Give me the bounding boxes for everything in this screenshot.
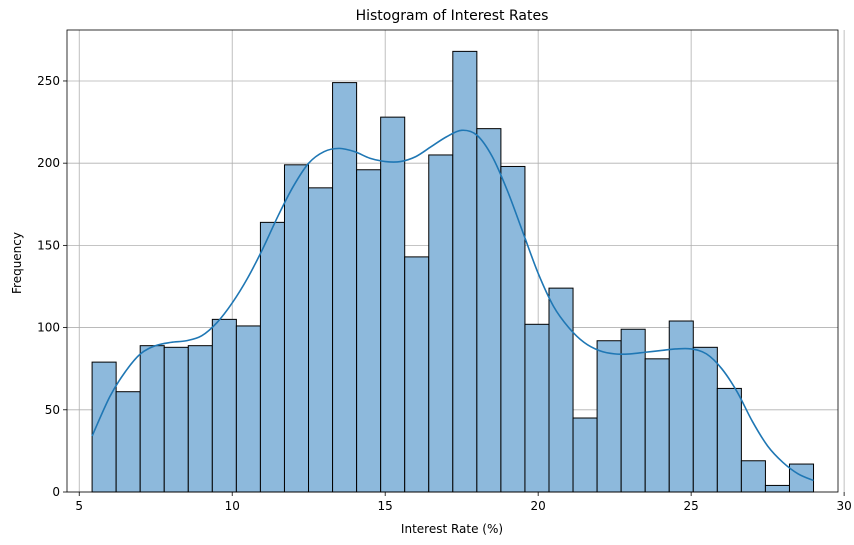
y-tick-label: 150 (37, 238, 60, 252)
x-axis-label: Interest Rate (%) (401, 522, 503, 536)
y-tick-label: 200 (37, 156, 60, 170)
histogram-bar (404, 256, 430, 493)
histogram-bar (211, 318, 237, 493)
x-axis-ticks: 5 10 15 20 25 30 (75, 492, 852, 513)
x-tick-label: 10 (225, 499, 240, 513)
x-tick-label: 25 (684, 499, 699, 513)
plot-frame (66, 29, 839, 493)
histogram-bar (259, 221, 285, 493)
histogram-bar (476, 128, 502, 493)
chart-title: Histogram of Interest Rates (356, 8, 549, 24)
x-tick-label: 5 (75, 499, 83, 513)
histogram-bar (163, 346, 189, 493)
histogram-bar (788, 463, 815, 493)
histogram-bar (740, 460, 766, 493)
histogram-bar (308, 187, 334, 493)
histogram-bar (764, 484, 790, 493)
histogram-bar (596, 340, 622, 493)
y-axis-ticks: 0 50 100 150 200 250 (37, 74, 67, 499)
histogram-bar (428, 154, 454, 493)
y-tick-label: 0 (52, 485, 60, 499)
histogram-bar (572, 417, 598, 493)
x-tick-label: 15 (378, 499, 393, 513)
histogram-bar (644, 358, 670, 493)
histogram-bar (452, 50, 478, 493)
histogram-bar (524, 323, 550, 493)
histogram-bar (716, 387, 742, 493)
histogram-bar (380, 116, 406, 493)
y-axis-label: Frequency (10, 232, 24, 294)
histogram-bar (356, 169, 382, 493)
histogram-bar (692, 346, 718, 493)
kde-curve (91, 129, 814, 482)
histogram-bar (548, 287, 574, 493)
x-tick-label: 20 (531, 499, 546, 513)
y-tick-label: 50 (45, 403, 60, 417)
histogram-bar (115, 391, 141, 493)
histogram-bar (187, 345, 213, 493)
histogram-bar (500, 165, 526, 493)
histogram-bar (332, 82, 358, 493)
y-tick-label: 100 (37, 321, 60, 335)
x-tick-label: 30 (836, 499, 851, 513)
histogram-bar (668, 320, 694, 493)
histogram-bar (283, 164, 310, 493)
y-tick-label: 250 (37, 74, 60, 88)
histogram-bar (235, 325, 261, 493)
histogram-bar (139, 345, 165, 493)
histogram-bars (91, 50, 815, 493)
